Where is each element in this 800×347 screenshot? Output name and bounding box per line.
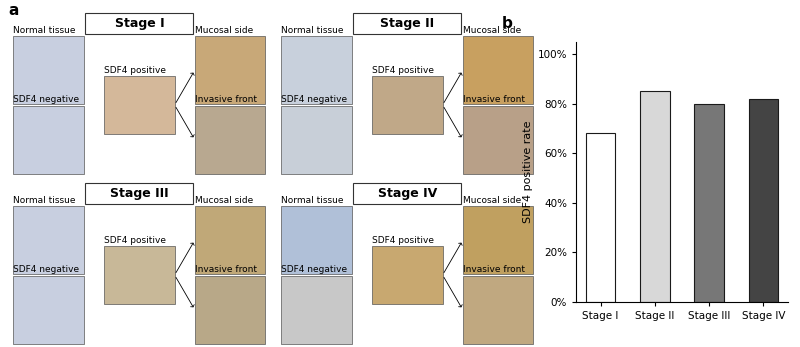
Bar bbox=[749, 99, 778, 302]
Text: Invasive front: Invasive front bbox=[462, 265, 525, 274]
Bar bbox=[194, 206, 266, 274]
Bar bbox=[104, 76, 174, 134]
Y-axis label: SDF4 positive rate: SDF4 positive rate bbox=[523, 120, 534, 223]
Text: SDF4 positive: SDF4 positive bbox=[104, 236, 166, 245]
Text: Normal tissue: Normal tissue bbox=[282, 196, 344, 205]
Bar bbox=[586, 133, 615, 302]
Bar bbox=[14, 276, 84, 344]
FancyBboxPatch shape bbox=[354, 183, 462, 204]
Bar bbox=[14, 36, 84, 104]
Bar bbox=[14, 106, 84, 174]
Text: SDF4 negative: SDF4 negative bbox=[282, 95, 347, 104]
FancyBboxPatch shape bbox=[86, 13, 194, 34]
Text: Mucosal side: Mucosal side bbox=[194, 196, 253, 205]
Text: Stage III: Stage III bbox=[110, 187, 169, 200]
Text: Invasive front: Invasive front bbox=[194, 265, 257, 274]
Bar bbox=[194, 276, 266, 344]
Text: Normal tissue: Normal tissue bbox=[14, 26, 76, 35]
Text: Mucosal side: Mucosal side bbox=[462, 196, 521, 205]
Text: Invasive front: Invasive front bbox=[194, 95, 257, 104]
Text: SDF4 negative: SDF4 negative bbox=[282, 265, 347, 274]
Bar bbox=[462, 206, 534, 274]
Text: SDF4 negative: SDF4 negative bbox=[14, 265, 79, 274]
Text: b: b bbox=[502, 16, 513, 31]
Bar bbox=[694, 104, 724, 302]
Text: Normal tissue: Normal tissue bbox=[14, 196, 76, 205]
Text: Stage II: Stage II bbox=[380, 17, 434, 30]
Text: SDF4 negative: SDF4 negative bbox=[14, 95, 79, 104]
Bar bbox=[194, 106, 266, 174]
Bar bbox=[462, 276, 534, 344]
Bar bbox=[282, 36, 352, 104]
Bar bbox=[282, 206, 352, 274]
Text: Stage I: Stage I bbox=[114, 17, 164, 30]
Text: Normal tissue: Normal tissue bbox=[282, 26, 344, 35]
Bar bbox=[372, 76, 442, 134]
Text: SDF4 positive: SDF4 positive bbox=[372, 66, 434, 75]
Text: SDF4 positive: SDF4 positive bbox=[104, 66, 166, 75]
Bar bbox=[14, 206, 84, 274]
Bar bbox=[104, 246, 174, 304]
Bar bbox=[462, 36, 534, 104]
FancyBboxPatch shape bbox=[354, 13, 462, 34]
Text: Mucosal side: Mucosal side bbox=[194, 26, 253, 35]
Bar bbox=[194, 36, 266, 104]
Text: Mucosal side: Mucosal side bbox=[462, 26, 521, 35]
Bar bbox=[282, 276, 352, 344]
Bar bbox=[462, 106, 534, 174]
Text: Stage IV: Stage IV bbox=[378, 187, 437, 200]
Text: Invasive front: Invasive front bbox=[462, 95, 525, 104]
Text: a: a bbox=[8, 3, 18, 18]
Bar bbox=[372, 246, 442, 304]
Text: SDF4 positive: SDF4 positive bbox=[372, 236, 434, 245]
Bar bbox=[640, 91, 670, 302]
Bar bbox=[282, 106, 352, 174]
FancyBboxPatch shape bbox=[86, 183, 194, 204]
